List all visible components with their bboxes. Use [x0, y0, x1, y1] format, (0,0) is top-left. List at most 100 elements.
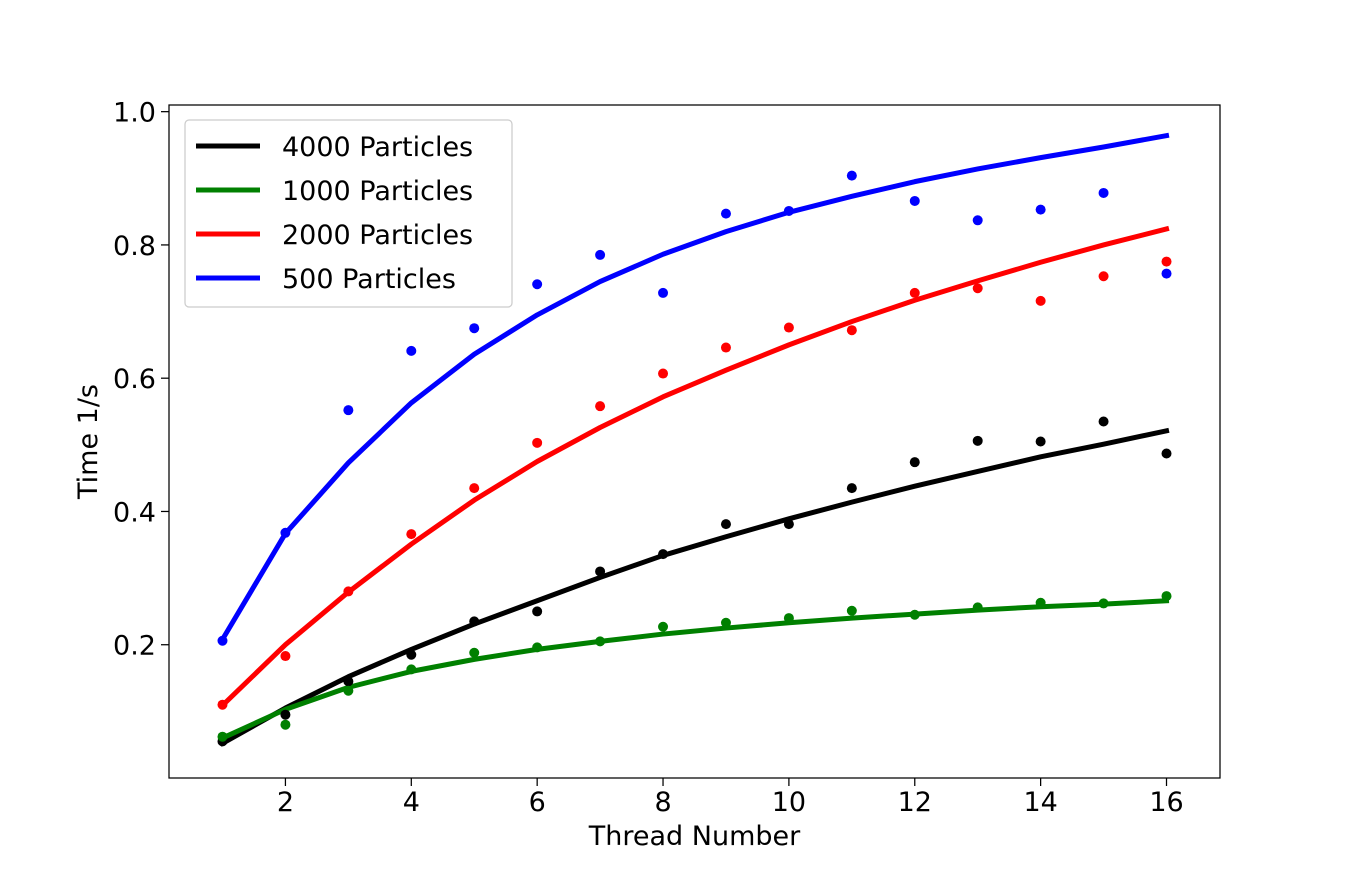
data-point	[846, 170, 857, 181]
series-points-1	[217, 591, 1172, 742]
data-point	[720, 617, 731, 628]
data-point	[406, 529, 417, 540]
data-point	[783, 613, 794, 624]
legend: 4000 Particles 1000 Particles 2000 Particl…	[184, 119, 513, 308]
fit-line	[219, 427, 1170, 747]
data-point	[532, 279, 543, 290]
data-point	[532, 642, 543, 653]
x-tick-label: 4	[403, 787, 420, 818]
data-point	[1035, 436, 1046, 447]
legend-label: 1000 Particles	[282, 176, 473, 207]
data-point	[406, 345, 417, 356]
y-axis-title: Time 1/s	[73, 384, 104, 500]
legend-label: 4000 Particles	[282, 132, 473, 163]
data-point	[343, 676, 354, 687]
data-point	[658, 621, 669, 632]
y-tick-label: 0.8	[113, 231, 156, 262]
data-point	[909, 609, 920, 620]
series-2	[218, 225, 1170, 709]
x-tick-label: 16	[1149, 787, 1183, 818]
data-point	[1098, 416, 1109, 427]
data-point	[280, 709, 291, 720]
series-layer	[217, 132, 1172, 747]
data-point	[1161, 448, 1172, 459]
data-point	[909, 287, 920, 298]
data-point	[1098, 187, 1109, 198]
data-point	[720, 519, 731, 530]
y-tick-label: 0.4	[113, 497, 156, 528]
data-point	[1035, 204, 1046, 215]
data-point	[595, 401, 606, 412]
data-point	[406, 649, 417, 660]
data-point	[343, 586, 354, 597]
data-point	[658, 549, 669, 560]
data-point	[469, 483, 480, 494]
x-axis-ticks: 2 4 6 8 10 12 14 16	[277, 778, 1184, 818]
data-point	[595, 566, 606, 577]
data-point	[280, 651, 291, 662]
data-point	[1161, 591, 1172, 602]
data-point	[972, 283, 983, 294]
fit-line	[219, 132, 1170, 643]
data-point	[343, 405, 354, 416]
data-point	[469, 616, 480, 627]
data-point	[280, 719, 291, 730]
legend-label: 2000 Particles	[282, 220, 473, 251]
data-point	[1161, 256, 1172, 267]
data-point	[343, 685, 354, 696]
data-point	[846, 483, 857, 494]
data-point	[280, 527, 291, 538]
data-point	[783, 205, 794, 216]
y-tick-label: 0.6	[113, 364, 156, 395]
data-point	[532, 437, 543, 448]
data-point	[909, 457, 920, 468]
plot-frame	[168, 104, 1221, 779]
data-point	[595, 636, 606, 647]
data-point	[658, 368, 669, 379]
data-point	[217, 635, 228, 646]
data-point	[469, 647, 480, 658]
x-tick-label: 6	[529, 787, 546, 818]
fit-line	[219, 598, 1170, 742]
series-points-2	[217, 256, 1172, 710]
series-0	[219, 427, 1170, 747]
data-point	[1035, 295, 1046, 306]
legend-frame	[184, 119, 513, 308]
data-point	[406, 664, 417, 675]
y-tick-label: 1.0	[113, 98, 156, 129]
data-point	[532, 606, 543, 617]
legend-label: 500 Particles	[282, 264, 456, 295]
data-point	[1098, 271, 1109, 282]
data-point	[1098, 598, 1109, 609]
data-point	[846, 605, 857, 616]
data-point	[217, 731, 228, 742]
series-1	[219, 598, 1170, 742]
y-axis-ticks: 0.2 0.4 0.6 0.8 1.0	[113, 98, 169, 662]
x-tick-label: 14	[1023, 787, 1057, 818]
series-points-3	[217, 170, 1172, 646]
y-tick-label: 0.2	[113, 631, 156, 662]
data-point	[720, 208, 731, 219]
data-point	[595, 249, 606, 260]
x-tick-label: 8	[654, 787, 671, 818]
data-point	[720, 342, 731, 353]
x-tick-label: 12	[898, 787, 932, 818]
x-tick-label: 2	[277, 787, 294, 818]
data-point	[217, 699, 228, 710]
data-point	[972, 215, 983, 226]
fit-line	[218, 225, 1170, 709]
data-point	[972, 435, 983, 446]
data-point	[1035, 597, 1046, 608]
data-point	[783, 519, 794, 530]
series-3	[219, 132, 1170, 643]
data-point	[783, 322, 794, 333]
x-axis-title: Thread Number	[588, 821, 801, 852]
data-point	[972, 602, 983, 613]
series-points-0	[217, 416, 1172, 747]
data-point	[658, 287, 669, 298]
data-point	[846, 325, 857, 336]
x-tick-label: 10	[772, 787, 806, 818]
data-point	[469, 323, 480, 334]
data-point	[909, 195, 920, 206]
